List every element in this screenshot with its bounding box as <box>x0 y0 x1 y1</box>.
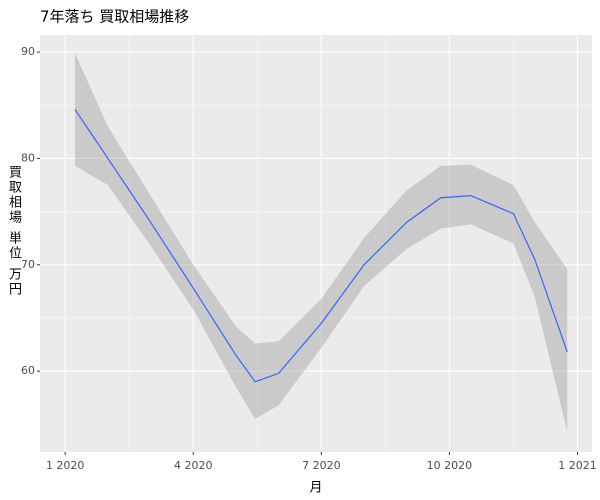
x-tick-label: 10 2020 <box>427 459 473 472</box>
y-tick-label: 80 <box>21 151 35 164</box>
y-tick-label: 60 <box>21 364 35 377</box>
y-tick-label: 90 <box>21 45 35 58</box>
confidence-band <box>75 53 568 432</box>
x-axis-title: 月 <box>309 481 322 496</box>
smooth-line <box>74 109 568 383</box>
y-axis-title: 買取相場 単位 万円 <box>6 165 21 298</box>
y-tick-label: 70 <box>21 258 35 271</box>
x-tick-label: 1 2021 <box>558 459 597 472</box>
plot-panel <box>40 35 592 452</box>
x-tick-label: 1 2020 <box>46 459 85 472</box>
x-tick-label: 4 2020 <box>174 459 213 472</box>
chart-title: 7年落ち 買取相場推移 <box>40 8 189 26</box>
x-tick-label: 7 2020 <box>302 459 341 472</box>
